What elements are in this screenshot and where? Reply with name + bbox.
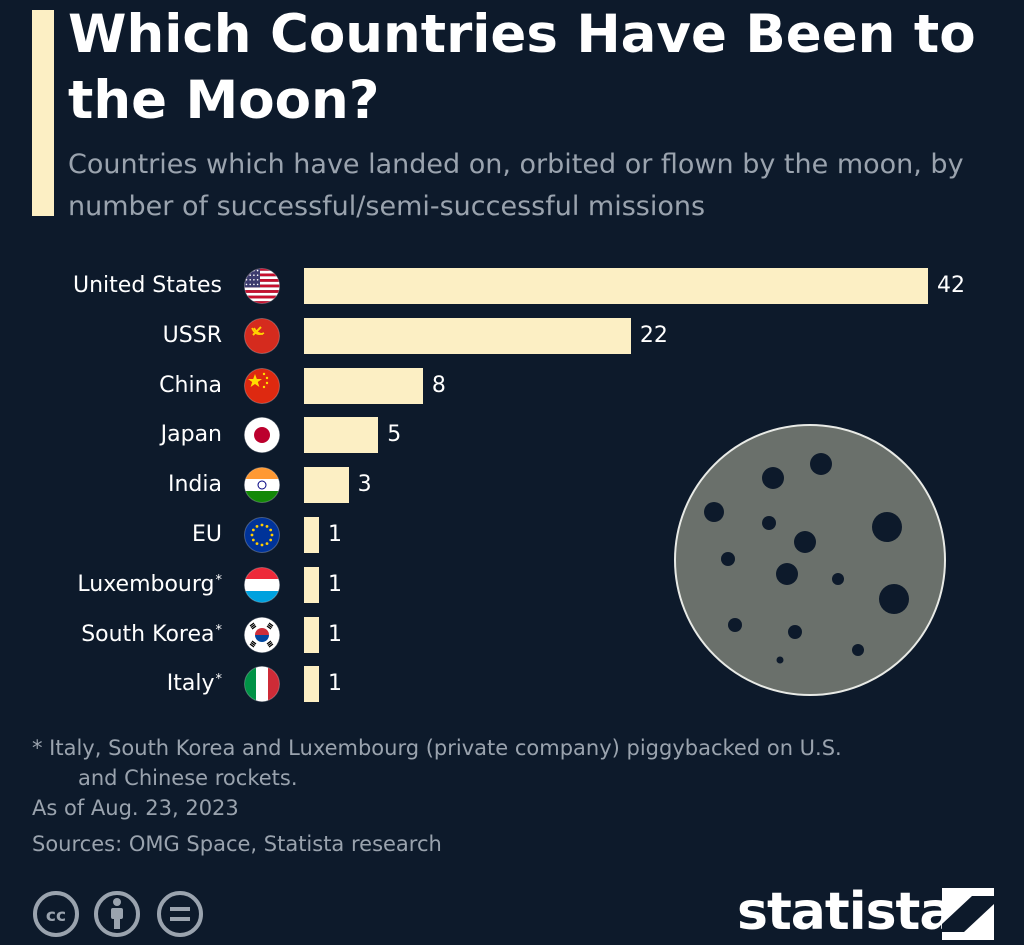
bar [304, 666, 319, 703]
as-of-date: As of Aug. 23, 2023 [32, 796, 239, 820]
data-label: 42 [937, 273, 965, 298]
ussr-flag-icon [244, 317, 280, 354]
asterisk-marker: * [215, 572, 223, 588]
asterisk-marker: * [215, 622, 223, 638]
category-label: India [168, 472, 222, 498]
category-label: Luxembourg* [77, 571, 223, 597]
bar [304, 467, 349, 504]
india-flag-icon [244, 467, 280, 504]
data-label: 1 [328, 571, 342, 597]
china-flag-icon [244, 367, 280, 404]
eu-flag-icon [244, 517, 280, 553]
cc-icon: cc [33, 891, 79, 937]
bar-row: China 8 [0, 367, 1024, 405]
bar [304, 517, 319, 553]
data-label: 3 [357, 472, 372, 498]
statista-logo-icon [942, 888, 994, 940]
category-label: China [159, 372, 222, 398]
category-label: South Korea* [81, 621, 223, 647]
sources: Sources: OMG Space, Statista research [32, 832, 442, 856]
footnote: * Italy, South Korea and Luxembourg (pri… [32, 733, 992, 793]
south-korea-flag-icon [244, 616, 280, 653]
footnote-line-2: and Chinese rockets. [78, 766, 298, 790]
bar [304, 417, 379, 454]
no-derivatives-icon [157, 891, 203, 937]
bar-row: USSR 22 [0, 317, 1024, 355]
data-label: 1 [328, 522, 342, 547]
bar-row: Luxembourg* 1 [0, 566, 1024, 604]
moon-illustration [674, 424, 946, 696]
data-label: 5 [387, 422, 402, 448]
data-label: 22 [639, 322, 668, 348]
chart-title: Which Countries Have Been to the Moon? [68, 4, 976, 131]
us-flag-icon [244, 268, 280, 304]
category-label: USSR [162, 322, 222, 348]
accent-bar [32, 10, 54, 216]
footnote-line-1: * Italy, South Korea and Luxembourg (pri… [32, 736, 842, 760]
chart-subtitle: Countries which have landed on, orbited … [68, 149, 964, 222]
category-label: Japan [160, 422, 222, 448]
bar [304, 317, 631, 354]
svg-text:cc: cc [46, 906, 66, 926]
asterisk-marker: * [215, 672, 223, 688]
bar [304, 367, 423, 404]
bar-row: EU 1 [0, 516, 1024, 554]
bar-row: Italy* 1 [0, 665, 1024, 703]
bar [304, 268, 928, 304]
bar [304, 616, 319, 653]
data-label: 8 [431, 372, 446, 398]
bar-row: India 3 [0, 466, 1024, 504]
italy-flag-icon [244, 666, 280, 703]
bar-row: South Korea* 1 [0, 616, 1024, 654]
japan-flag-icon [244, 417, 280, 454]
category-label: United States [73, 273, 222, 298]
category-label: Italy* [166, 671, 223, 697]
statista-logo-text: statista [737, 882, 954, 942]
luxembourg-flag-icon [244, 566, 280, 603]
bar [304, 566, 319, 603]
data-label: 1 [328, 621, 342, 647]
data-label: 1 [328, 671, 342, 697]
bar-row: Japan 5 [0, 416, 1024, 454]
license-icons: cc [33, 891, 203, 937]
bar-row: United States 42 [0, 267, 1024, 305]
attribution-icon [94, 891, 140, 937]
category-label: EU [191, 522, 222, 547]
